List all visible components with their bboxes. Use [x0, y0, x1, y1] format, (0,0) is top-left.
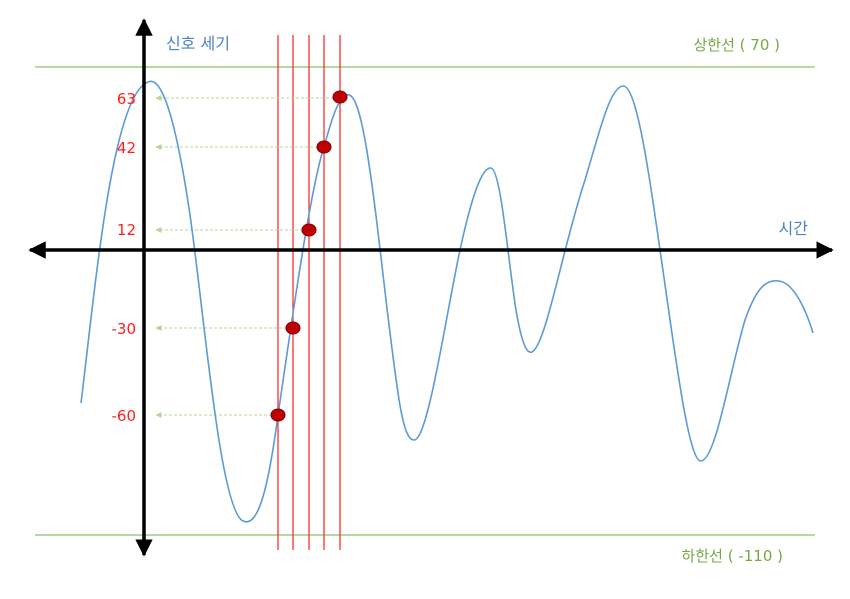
sample-point-63: [332, 90, 348, 104]
sample-lines: [277, 35, 341, 550]
x-axis-label: 시간: [779, 219, 809, 238]
sample-point-42: [316, 140, 332, 154]
signal-wave: [80, 80, 814, 523]
sample-point-neg60: [270, 408, 286, 422]
sample-point-12: [301, 223, 317, 237]
sample-points: [270, 90, 348, 422]
y-axis-label: 신호 세기: [166, 34, 230, 53]
lower-limit-label: 하한선 ( -110 ): [682, 547, 783, 565]
value-label-63: 63: [117, 90, 136, 108]
value-label-neg30: -30: [112, 320, 137, 338]
value-label-neg60: -60: [112, 407, 137, 425]
value-label-42: 42: [117, 139, 136, 157]
upper-limit-label: 상한선 ( 70 ): [694, 36, 781, 54]
sample-point-neg30: [285, 321, 301, 335]
projection-arrows: [155, 95, 334, 418]
value-label-12: 12: [117, 221, 136, 239]
